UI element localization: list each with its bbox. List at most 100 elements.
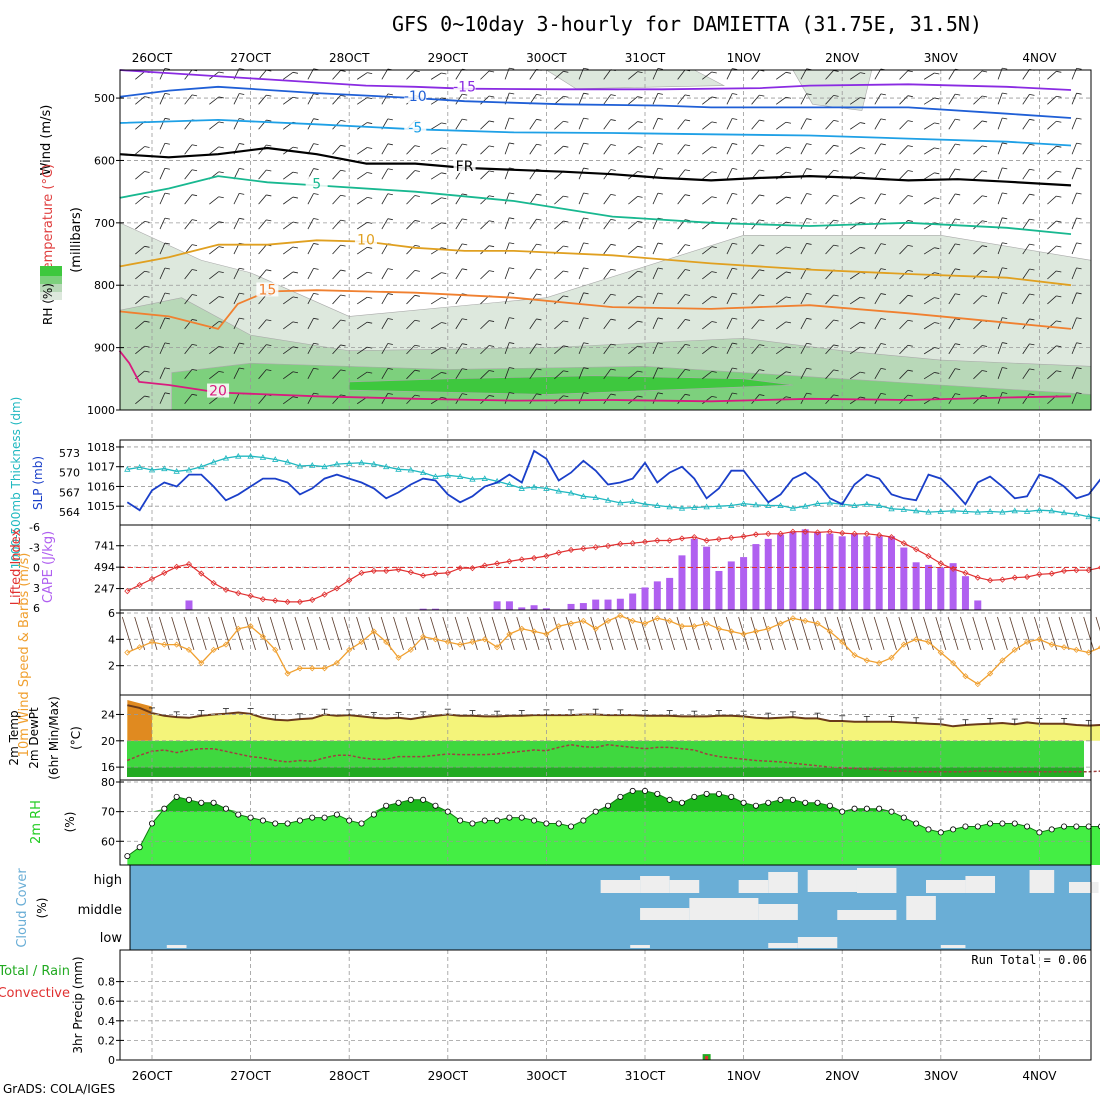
wind-barb: [233, 367, 240, 379]
y-tick-label: 60: [101, 835, 115, 848]
wind-barb: [751, 394, 760, 405]
wind-barb: [973, 195, 983, 205]
thickness-point: [1023, 508, 1031, 514]
isotherm-label: -10: [404, 89, 427, 105]
wind-barb-flag: [191, 169, 198, 172]
wind-barb: [258, 394, 267, 405]
wind-barb: [159, 367, 166, 379]
wind-barb-flag: [934, 147, 940, 150]
wind-barb: [480, 245, 490, 255]
lifted-index-point: [740, 533, 747, 540]
thickness-point: [691, 504, 698, 510]
cape-axis-label: CAPE (J/kg): [41, 531, 56, 603]
wind-barb: [554, 320, 564, 330]
wind-barb: [603, 393, 612, 404]
wind-barb-flag: [414, 344, 420, 347]
wind-barb-flag: [1002, 342, 1008, 344]
wind-barb-flag: [292, 271, 299, 274]
wind-barb: [800, 218, 807, 230]
wind-barb-flag: [759, 269, 765, 272]
wind-barb: [800, 243, 807, 255]
wind-barb: [406, 344, 416, 355]
isotherm-label-bg: [404, 89, 427, 104]
wind-barb: [307, 193, 314, 205]
li-tick-label: 3: [33, 582, 40, 595]
wind-barb: [1071, 317, 1077, 330]
wind-barb-flag: [313, 118, 319, 121]
thickness-point: [432, 473, 439, 479]
wind-barb-flag: [387, 93, 393, 96]
surface-wind-barb: [664, 616, 676, 650]
wind-barb-flag: [313, 292, 319, 295]
wind-barb-flag: [583, 142, 589, 145]
surface-wind-barb: [553, 616, 565, 650]
lifted-index-point: [629, 540, 636, 547]
wind-barb: [800, 368, 807, 379]
day-label-bottom: 4NOV: [1022, 1069, 1057, 1083]
wind-barb-flag: [1029, 268, 1035, 271]
wind-barb: [800, 293, 807, 305]
wind-barb: [332, 319, 341, 330]
wind-barb: [283, 171, 294, 180]
rh2m-point: [777, 796, 784, 803]
wind-barb: [776, 246, 787, 255]
wind-barb-flag: [1029, 193, 1035, 196]
wind-barb: [578, 192, 584, 205]
lifted-index-point: [272, 597, 279, 604]
wind-barb-flag: [907, 269, 913, 272]
wind-speed-point: [198, 659, 205, 667]
surface-wind-barb: [1095, 616, 1100, 632]
wind-barb: [849, 271, 861, 280]
wind-barb-flag: [1029, 143, 1035, 146]
wind-barb: [406, 369, 416, 380]
surface-wind-barb: [602, 616, 614, 650]
wind-barb-flag: [144, 146, 150, 148]
wind-barb: [652, 193, 659, 205]
wind-barb: [258, 319, 267, 330]
wind-barb: [603, 219, 612, 230]
wind-barb: [356, 72, 368, 80]
wind-barb: [159, 267, 166, 280]
wind-barb-flag: [759, 94, 765, 97]
wind-barb-flag: [955, 93, 961, 96]
wind-barb: [702, 296, 713, 305]
wind-barb-flag: [462, 193, 468, 196]
wind-speed-point: [346, 646, 353, 653]
wind-barb-flag: [982, 170, 988, 173]
surface-wind-barb: [1046, 616, 1058, 650]
wind-barb: [258, 269, 267, 280]
wind-barb: [874, 293, 882, 305]
wind-barb-flag: [806, 292, 812, 295]
wind-barb: [307, 218, 314, 230]
rh2m-point: [444, 808, 451, 815]
wind-barb-flag: [610, 218, 616, 221]
wind-barb-flag: [1056, 220, 1062, 223]
lifted-index-point: [518, 556, 525, 563]
wind-barb-flag: [164, 392, 170, 395]
wind-barb: [233, 193, 240, 205]
wind-barb: [923, 347, 935, 355]
wind-barb: [184, 369, 193, 380]
rh2m-point: [457, 817, 464, 824]
wind-barb: [948, 218, 956, 230]
cloud-axis-label: Cloud Cover: [15, 868, 30, 948]
wind-barb: [751, 294, 760, 305]
wind-barb-flag: [806, 342, 812, 345]
wind-barb-flag: [759, 319, 765, 322]
wind-barb-flag: [657, 392, 663, 395]
wind-barb-flag: [860, 246, 866, 249]
wind-barb-flag: [509, 117, 515, 120]
wind-barb-flag: [266, 319, 272, 322]
precip-legend-total: Total / Rain: [0, 964, 70, 979]
rh2m-point: [1036, 829, 1043, 836]
wind-barb-flag: [785, 321, 792, 324]
wind-barb: [702, 321, 713, 330]
wind-barb-flag: [759, 394, 765, 396]
wind-barb-flag: [583, 217, 589, 220]
wind-barb: [1071, 167, 1077, 180]
lifted-index-point: [752, 531, 759, 538]
wind-barb-flag: [313, 268, 319, 270]
wind-barb-flag: [414, 145, 420, 147]
lifted-index-point: [715, 536, 723, 543]
wind-barb: [455, 343, 463, 355]
